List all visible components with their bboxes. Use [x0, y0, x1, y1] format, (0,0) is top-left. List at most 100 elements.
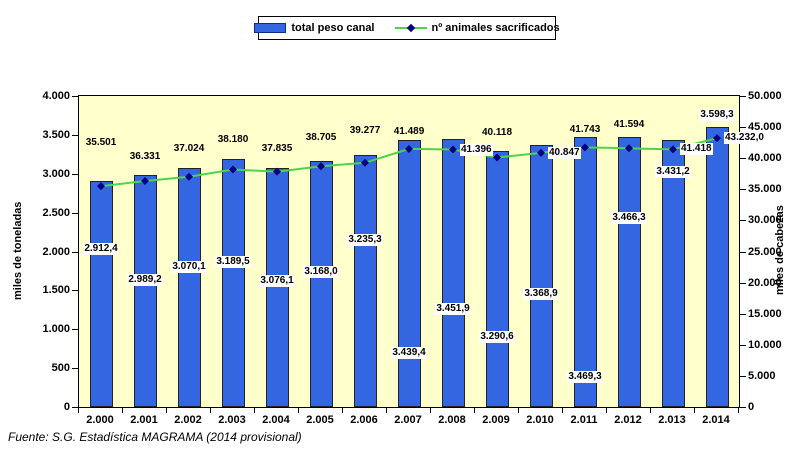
bar-value-label: 3.368,9 — [523, 288, 559, 300]
line-point-marker — [449, 145, 457, 154]
bar — [485, 151, 509, 407]
y-tick-mark-right — [740, 127, 746, 129]
bar — [177, 168, 201, 407]
y-tick-mark-right — [740, 220, 746, 222]
x-tick-mark — [342, 408, 343, 413]
bar-value-label: 3.466,3 — [611, 212, 647, 224]
bar — [89, 181, 113, 407]
y-tick-mark-right — [740, 344, 746, 346]
bar-value-label: 3.469,3 — [567, 371, 603, 383]
y-tick-label-right: 25.000 — [748, 245, 782, 258]
x-tick-mark — [562, 408, 563, 413]
y-tick-label-right: 50.000 — [748, 90, 782, 102]
y-tick-label-right: 5.000 — [748, 369, 776, 382]
y-tick-mark-left — [72, 96, 78, 97]
y-tick-label-right: 15.000 — [748, 307, 782, 320]
line-point-label: 36.331 — [129, 151, 161, 162]
legend-bar-label: total peso canal — [291, 22, 375, 34]
bar — [529, 145, 553, 407]
x-tick-label: 2.000 — [86, 414, 114, 426]
line-point-label: 41.489 — [393, 125, 425, 137]
y-tick-label-left: 3.000 — [42, 167, 70, 180]
y-tick-label-left: 4.000 — [42, 90, 70, 102]
line-series — [97, 134, 721, 191]
bar — [133, 175, 157, 407]
y-tick-label-right: 45.000 — [748, 121, 782, 134]
x-tick-label: 2.012 — [614, 414, 642, 426]
x-tick-mark — [122, 408, 123, 413]
line-point-marker — [317, 162, 325, 171]
y-tick-label-left: 1.500 — [42, 284, 70, 297]
x-tick-label: 2.004 — [262, 414, 290, 426]
bar-value-label: 3.439,4 — [391, 347, 427, 359]
y-tick-mark-left — [72, 290, 78, 292]
x-tick-mark — [298, 408, 299, 413]
x-tick-mark — [166, 408, 167, 413]
x-tick-mark — [694, 408, 695, 413]
y-tick-label-left: 0 — [63, 401, 70, 413]
legend-item-bar: total peso canal — [254, 22, 375, 34]
bar — [573, 137, 597, 407]
bar-value-label: 3.070,1 — [171, 261, 207, 273]
x-tick-label: 2.007 — [394, 414, 422, 426]
line-series-swatch — [394, 23, 427, 33]
bar — [397, 140, 421, 407]
line-point-marker — [713, 134, 721, 143]
bar-value-label: 2.912,4 — [83, 243, 119, 255]
x-tick-label: 2.003 — [218, 414, 246, 426]
bar — [617, 137, 641, 407]
y-tick-label-right: 20.000 — [748, 276, 782, 289]
line-point-marker — [405, 144, 413, 153]
x-tick-mark — [254, 408, 255, 413]
x-tick-mark — [606, 408, 607, 413]
line-point-marker — [185, 172, 193, 181]
x-tick-label: 2.011 — [570, 414, 598, 426]
bar — [661, 140, 685, 407]
y-tick-mark-left — [72, 134, 78, 136]
bar-value-label: 3.168,0 — [303, 266, 339, 278]
y-tick-label-left: 2.000 — [42, 245, 70, 258]
legend: total peso canal nº animales sacrificado… — [254, 16, 560, 40]
line-point-marker — [141, 177, 149, 186]
y-tick-label-right: 35.000 — [748, 183, 782, 196]
x-tick-label: 2.014 — [702, 414, 730, 426]
bar-value-label: 2.989,2 — [127, 274, 163, 286]
x-tick-mark — [386, 408, 387, 413]
y-tick-mark-right — [740, 96, 746, 97]
y-tick-mark-right — [740, 282, 746, 284]
x-tick-mark — [78, 408, 79, 413]
y-tick-mark-right — [740, 251, 746, 253]
line-point-marker — [669, 145, 677, 154]
y-tick-mark-right — [740, 375, 746, 377]
x-tick-label: 2.009 — [482, 414, 510, 426]
line-point-marker — [493, 153, 501, 162]
x-tick-mark — [474, 408, 475, 413]
line-point-label: 38.180 — [217, 133, 249, 145]
x-tick-mark — [650, 408, 651, 413]
y-tick-mark-left — [72, 329, 78, 331]
bar-value-label: 3.431,2 — [655, 166, 691, 178]
y-tick-mark-left — [72, 212, 78, 214]
line-point-marker — [229, 165, 237, 174]
source-note: Fuente: S.G. Estadística MAGRAMA (2014 p… — [8, 430, 302, 444]
y-tick-label-left: 500 — [51, 362, 70, 375]
bar-value-label: 3.598,3 — [699, 109, 735, 121]
bar — [309, 161, 333, 407]
line-point-marker — [581, 143, 589, 152]
line-point-label: 37.024 — [173, 142, 205, 154]
line-point-marker — [625, 144, 633, 153]
bar — [705, 127, 729, 407]
y-tick-label-right: 0 — [748, 401, 755, 413]
line-point-marker — [273, 167, 281, 176]
x-tick-mark — [210, 408, 211, 413]
y-tick-mark-left — [72, 173, 78, 175]
bar — [441, 139, 465, 407]
y-tick-label-right: 40.000 — [748, 152, 782, 165]
bar-value-label: 3.076,1 — [259, 275, 295, 287]
x-tick-label: 2.010 — [526, 414, 554, 426]
y-tick-mark-left — [72, 251, 78, 253]
line-point-label: 41.396 — [460, 143, 493, 156]
line-point-label: 41.418 — [680, 143, 713, 156]
diamond-marker-icon — [406, 23, 415, 33]
